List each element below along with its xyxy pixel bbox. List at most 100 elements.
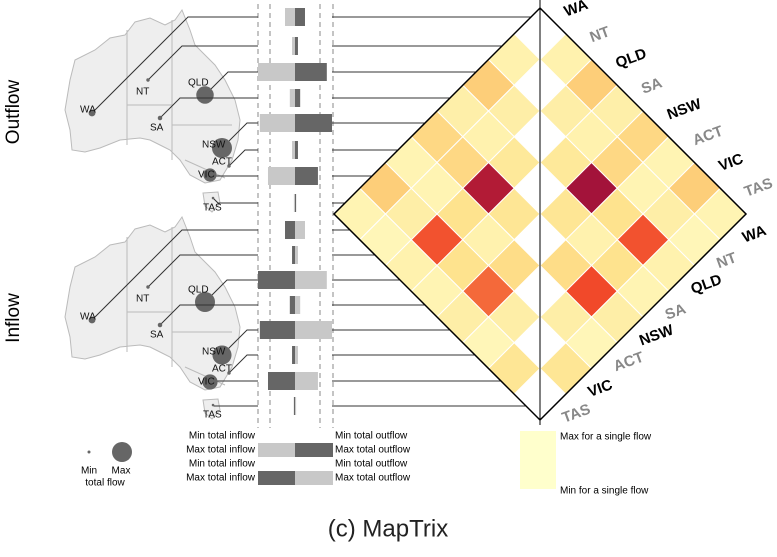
outflow-bar <box>295 37 298 55</box>
state-label: WA <box>80 105 96 116</box>
inflow-bar <box>258 63 295 81</box>
col-label: VIC <box>586 376 615 401</box>
row-label: WA <box>562 0 591 20</box>
col-label: TAS <box>560 401 593 427</box>
state-border <box>184 159 226 179</box>
leader-line <box>91 229 258 321</box>
bar-legend-text: Min total outflow <box>335 431 408 442</box>
col-label: NSW <box>637 321 676 349</box>
flow-circle <box>146 78 150 82</box>
size-legend-text: total flow <box>85 478 125 489</box>
leader-line <box>204 279 258 303</box>
state-label: WA <box>80 312 96 323</box>
row-label: NSW <box>665 95 704 123</box>
inflow-bar <box>267 372 295 390</box>
outflow-bar <box>295 141 298 159</box>
row-label: QLD <box>613 45 649 72</box>
inflow-bar <box>258 271 295 289</box>
bar-legend-swatch <box>258 443 295 457</box>
flow-circle <box>227 164 231 168</box>
inflow-bar <box>292 141 295 159</box>
bar-legend-text: Max total outflow <box>335 473 411 484</box>
outflow-bar <box>295 321 332 339</box>
flow-circle <box>212 138 232 158</box>
leader-line <box>221 122 258 149</box>
state-label: SA <box>150 330 164 341</box>
outflow-bar <box>295 221 305 239</box>
leader-line <box>212 197 258 204</box>
color-legend <box>520 431 556 489</box>
bar-legend-text: Min total inflow <box>189 459 256 470</box>
leader-line <box>159 304 258 326</box>
inflow-bar <box>289 89 295 107</box>
bar-legend-text: Min total outflow <box>335 459 408 470</box>
leader-line <box>228 149 258 167</box>
flow-circle <box>88 109 96 117</box>
outflow-bar <box>295 372 318 390</box>
inflow-bar <box>267 167 295 185</box>
guide-lines <box>257 4 334 428</box>
leader-line <box>204 71 258 96</box>
state-label: VIC <box>198 170 215 181</box>
leader-line <box>228 354 258 374</box>
inflow-bar <box>292 37 295 55</box>
color-legend-text: Min for a single flow <box>560 486 649 497</box>
color-legend-text: Max for a single flow <box>560 432 652 443</box>
tasmania <box>202 398 221 420</box>
row-label: VIC <box>716 150 745 175</box>
size-legend-max <box>112 442 132 462</box>
col-label: SA <box>663 300 689 323</box>
flow-circle <box>211 196 215 200</box>
outflow-bar <box>295 89 301 107</box>
leader-line <box>159 97 258 119</box>
inflow-bar <box>293 194 295 212</box>
row-label: NT <box>588 23 613 46</box>
bar-legend-swatch <box>295 443 333 457</box>
state-label: QLD <box>188 78 209 89</box>
state-label: ACT <box>212 364 232 375</box>
row-label: SA <box>639 74 665 97</box>
flow-circle <box>195 292 215 312</box>
bar-legend-swatch <box>295 471 333 485</box>
outflow-bar <box>295 114 332 132</box>
row-label: TAS <box>742 175 775 201</box>
leader-line <box>91 16 258 114</box>
inflow-bar <box>285 8 295 26</box>
bar-legend-text: Min total inflow <box>189 431 256 442</box>
state-label: NSW <box>202 347 226 358</box>
leader-line <box>147 254 258 288</box>
outflow-bar <box>295 246 298 264</box>
caption: (c) MapTrix <box>328 515 448 542</box>
state-label: VIC <box>198 377 215 388</box>
flow-circle <box>88 316 96 324</box>
leader-line <box>212 404 258 407</box>
state-label: NSW <box>202 140 226 151</box>
section-label: Inflow <box>3 293 24 343</box>
tasmania <box>202 191 221 213</box>
bar-legend-text: Max total inflow <box>186 445 256 456</box>
flow-circle <box>212 345 232 365</box>
outflow-bar <box>295 296 301 314</box>
inflow-bar <box>259 321 295 339</box>
flow-circle <box>196 86 214 104</box>
size-legend-text: Min <box>81 466 97 477</box>
flow-circle <box>202 374 218 390</box>
col-label: QLD <box>689 271 725 298</box>
flow-circle <box>146 285 150 289</box>
bar-legend-text: Max total outflow <box>335 445 411 456</box>
state-label: QLD <box>188 285 209 296</box>
state-label: SA <box>150 123 164 134</box>
col-label: WA <box>740 222 769 246</box>
section-label: Outflow <box>3 80 24 145</box>
bar-legend-swatch <box>258 471 295 485</box>
australia-map <box>64 215 241 420</box>
australia-map <box>64 8 241 213</box>
state-border <box>184 366 226 386</box>
col-label: ACT <box>611 349 646 376</box>
col-label: NT <box>714 249 739 272</box>
inflow-bar <box>293 397 295 415</box>
row-label: ACT <box>691 123 726 150</box>
flow-circle <box>157 322 163 328</box>
flow-circle <box>157 115 163 121</box>
